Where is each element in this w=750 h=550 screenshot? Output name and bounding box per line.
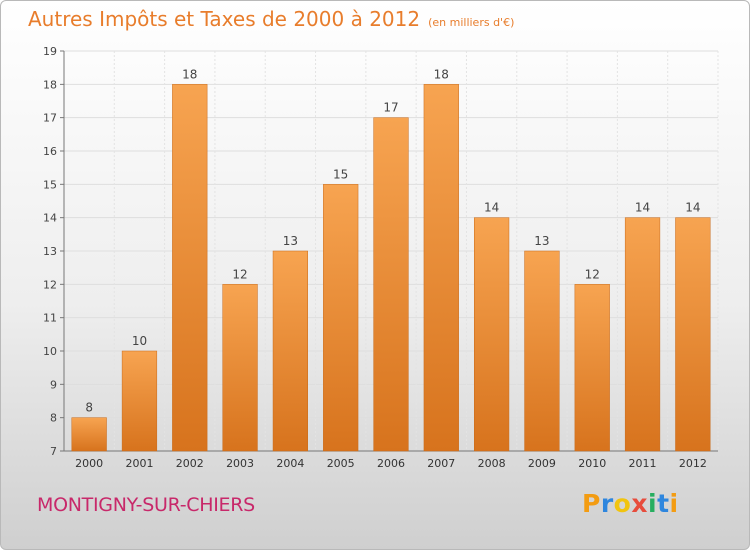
bar-value-label: 10 [132,334,147,348]
x-tick-label: 2005 [327,457,355,470]
logo-letter: P [582,489,601,518]
bar-value-label: 12 [585,267,600,281]
x-tick-label: 2004 [276,457,304,470]
y-tick-label: 19 [43,45,57,58]
x-tick-label: 2011 [629,457,657,470]
y-tick-label: 11 [43,312,57,325]
bar [423,84,459,452]
bar-value-label: 14 [635,201,650,215]
bar-value-label: 18 [434,67,449,81]
logo-letter: i [669,489,679,518]
y-tick-label: 13 [43,245,57,258]
y-tick-label: 17 [43,112,57,125]
bar-value-label: 17 [383,101,398,115]
bar [474,217,510,452]
bar [574,284,610,452]
x-tick-label: 2000 [75,457,103,470]
chart-title: Autres Impôts et Taxes de 2000 à 2012 (en… [28,7,514,31]
x-tick-label: 2012 [679,457,707,470]
x-tick-label: 2010 [578,457,606,470]
chart-title-text: Autres Impôts et Taxes de 2000 à 2012 [28,7,421,31]
labels: 7 8 9 10 11 12 13 14 15 16 17 18 19 8 2000 10 2001 18 2002… [43,45,707,470]
y-tick-label: 16 [43,145,57,158]
x-tick-label: 2003 [226,457,254,470]
bar-value-label: 12 [232,267,247,281]
logo-letter: i [648,489,658,518]
bar [524,250,560,452]
y-tick-label: 15 [43,178,57,191]
bar-value-label: 8 [85,401,93,415]
place-name: MONTIGNY-SUR-CHIERS [37,494,255,516]
x-tick-label: 2009 [528,457,556,470]
bar-value-label: 13 [534,234,549,248]
chart-unit: (en milliers d'€) [428,16,515,29]
y-tick-label: 9 [50,378,57,391]
x-tick-label: 2002 [176,457,204,470]
x-tick-label: 2001 [125,457,153,470]
logo-letter: o [613,489,632,518]
bar [675,217,711,452]
y-tick-label: 8 [50,412,57,425]
y-tick-label: 10 [43,345,57,358]
logo-letter: t [657,489,670,518]
bar [272,250,308,452]
bar [624,217,661,452]
bar [121,350,158,452]
bar [373,117,409,452]
bar [172,84,208,452]
bar-value-label: 15 [333,167,348,181]
y-tick-label: 12 [43,278,57,291]
y-tick-label: 7 [50,445,57,458]
logo-letter: x [631,489,648,518]
bar-value-label: 14 [685,201,700,215]
y-tick-label: 14 [43,212,57,225]
x-tick-label: 2008 [478,457,506,470]
bar [323,184,359,452]
y-tick-label: 18 [43,78,57,91]
proxiti-logo: Proxiti [582,489,679,518]
bar [71,417,107,452]
bar-value-label: 14 [484,201,499,215]
bar [222,284,258,452]
logo-letter: r [600,489,614,518]
bar-value-label: 18 [182,67,197,81]
bars [71,84,711,452]
bar-value-label: 13 [283,234,298,248]
x-tick-label: 2007 [427,457,455,470]
x-tick-label: 2006 [377,457,405,470]
